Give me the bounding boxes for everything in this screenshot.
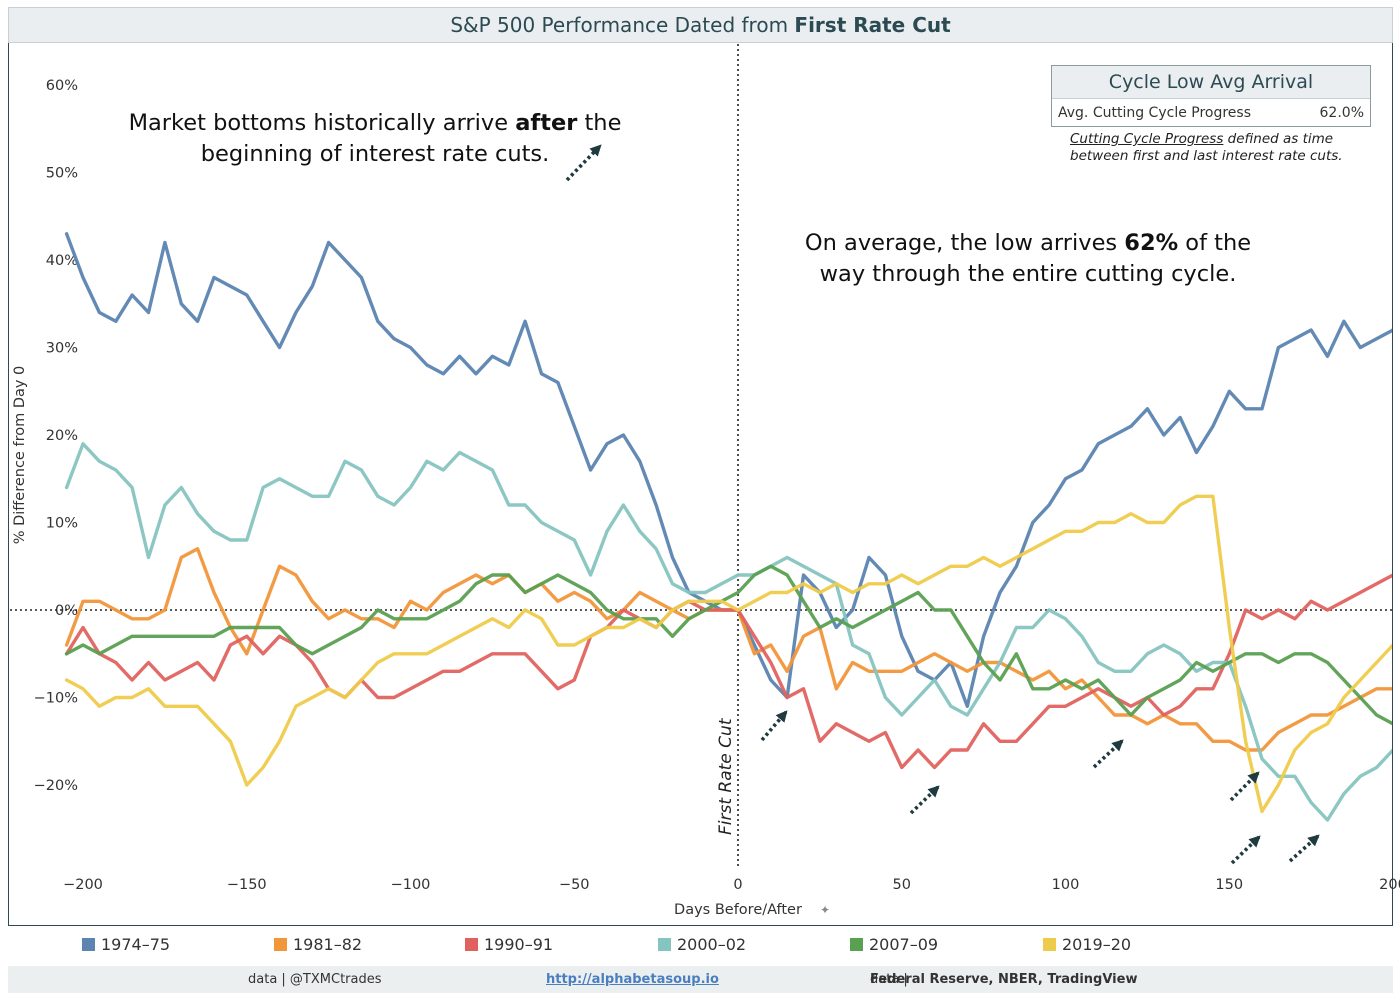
- series-line-2007-09: [64, 564, 1392, 726]
- arrow-layer: [565, 144, 1320, 865]
- cycle-low-row: Avg. Cutting Cycle Progress 62.0%: [1052, 99, 1370, 127]
- annotation-right-text2: of the: [1178, 230, 1252, 256]
- legend: 1974–75 1981–82 1990–91 2000–02 2007–09 …: [82, 934, 1382, 956]
- y-tick-label: −20%: [34, 778, 78, 794]
- annotation-right-bold: 62%: [1124, 230, 1179, 256]
- chart-title: S&P 500 Performance Dated from First Rat…: [8, 7, 1393, 43]
- y-tick-label: 60%: [46, 78, 78, 94]
- annotation-arrow: [1230, 835, 1261, 865]
- series-line-2000-02: [64, 442, 1392, 822]
- annotation-arrow: [760, 710, 788, 742]
- annotation-left: Market bottoms historically arrive after…: [100, 108, 650, 170]
- x-axis-title: Days Before/After: [674, 902, 802, 918]
- annotation-left-bold: after: [515, 110, 578, 136]
- footer-source-prefix: data |: [870, 972, 908, 987]
- annotation-arrow: [1092, 739, 1124, 769]
- annotation-right: On average, the low arrives 62% of the w…: [768, 228, 1288, 290]
- x-tick-label: −50: [559, 877, 590, 893]
- axes-layer: 60% 50% 40% 30% 20% 10% 0% −10% −20% −200 −150 −100…: [10, 44, 1400, 893]
- legend-item-1974-75[interactable]: 1974–75: [82, 934, 170, 956]
- annotation-right-line2: way through the entire cutting cycle.: [819, 261, 1237, 287]
- annotation-arrow: [909, 785, 940, 815]
- legend-swatch: [82, 938, 95, 951]
- y-tick-label: −10%: [34, 691, 78, 707]
- y-tick-label: 50%: [46, 166, 78, 182]
- series-layer: [64, 232, 1392, 822]
- cycle-progress-value: 62.0%: [1319, 105, 1364, 121]
- cycle-note-text: defined as time between first and last i…: [1070, 131, 1343, 164]
- footer-source-bold: Federal Reserve, NBER, TradingView: [870, 972, 1138, 987]
- y-tick-label: 0%: [55, 603, 78, 619]
- y-tick-label: 30%: [46, 341, 78, 357]
- x-tick-label: 150: [1215, 877, 1243, 893]
- legend-swatch: [274, 938, 287, 951]
- cycle-progress-label: Avg. Cutting Cycle Progress: [1058, 105, 1252, 121]
- footer-credit: data | @TXMCtrades: [248, 972, 382, 987]
- x-tick-label: −100: [391, 877, 431, 893]
- series-line-2019-20: [64, 494, 1392, 813]
- legend-label: 2007–09: [869, 935, 939, 954]
- annotation-arrow: [1288, 834, 1320, 863]
- footer-source: data | Federal Reserve, NBER, TradingVie…: [870, 966, 1137, 993]
- chart-title-bold: First Rate Cut: [794, 13, 951, 37]
- pin-icon: ✦: [820, 903, 830, 917]
- legend-item-2007-09[interactable]: 2007–09: [850, 934, 938, 956]
- annotation-left-text2: the: [577, 110, 622, 136]
- legend-swatch: [850, 938, 863, 951]
- legend-item-2019-20[interactable]: 2019–20: [1043, 934, 1131, 956]
- y-tick-label: 10%: [46, 516, 78, 532]
- legend-label: 2000–02: [677, 935, 747, 954]
- y-axis-title: % Difference from Day 0: [12, 366, 28, 545]
- x-tick-label: −150: [227, 877, 267, 893]
- x-tick-label: 100: [1052, 877, 1080, 893]
- x-tick-label: 50: [893, 877, 911, 893]
- footer-link[interactable]: http://alphabetasoup.io: [546, 972, 719, 987]
- cycle-note: Cutting Cycle Progress defined as time b…: [1070, 131, 1380, 165]
- legend-item-2000-02[interactable]: 2000–02: [658, 934, 746, 956]
- legend-swatch: [658, 938, 671, 951]
- y-tick-label: 40%: [46, 253, 78, 269]
- legend-swatch: [465, 938, 478, 951]
- legend-label: 1981–82: [293, 935, 363, 954]
- x-tick-label: 200: [1379, 877, 1400, 893]
- annotation-arrow: [565, 144, 602, 182]
- plot-frame: [8, 43, 1393, 926]
- x-tick-label: 0: [733, 877, 742, 893]
- legend-item-1990-91[interactable]: 1990–91: [465, 934, 553, 956]
- x-tick-label: −200: [63, 877, 103, 893]
- series-line-1974-75: [64, 232, 1392, 708]
- legend-swatch: [1043, 938, 1056, 951]
- cycle-low-title: Cycle Low Avg Arrival: [1052, 66, 1370, 99]
- annotation-left-line2: beginning of interest rate cuts.: [200, 141, 550, 167]
- legend-label: 1974–75: [101, 935, 171, 954]
- vline-label: First Rate Cut: [716, 717, 736, 835]
- cycle-note-term: Cutting Cycle Progress: [1070, 131, 1224, 147]
- annotation-arrow: [1229, 771, 1260, 802]
- chart-title-text: S&P 500 Performance Dated from: [450, 13, 795, 37]
- cycle-low-box: Cycle Low Avg Arrival Avg. Cutting Cycle…: [1051, 65, 1371, 127]
- y-tick-label: 20%: [46, 428, 78, 444]
- legend-label: 2019–20: [1062, 935, 1132, 954]
- annotation-left-text1: Market bottoms historically arrive: [128, 110, 516, 136]
- legend-label: 1990–91: [484, 935, 554, 954]
- legend-item-1981-82[interactable]: 1981–82: [274, 934, 362, 956]
- footer: data | @TXMCtrades http://alphabetasoup.…: [8, 966, 1393, 993]
- annotation-right-text1: On average, the low arrives: [804, 230, 1125, 256]
